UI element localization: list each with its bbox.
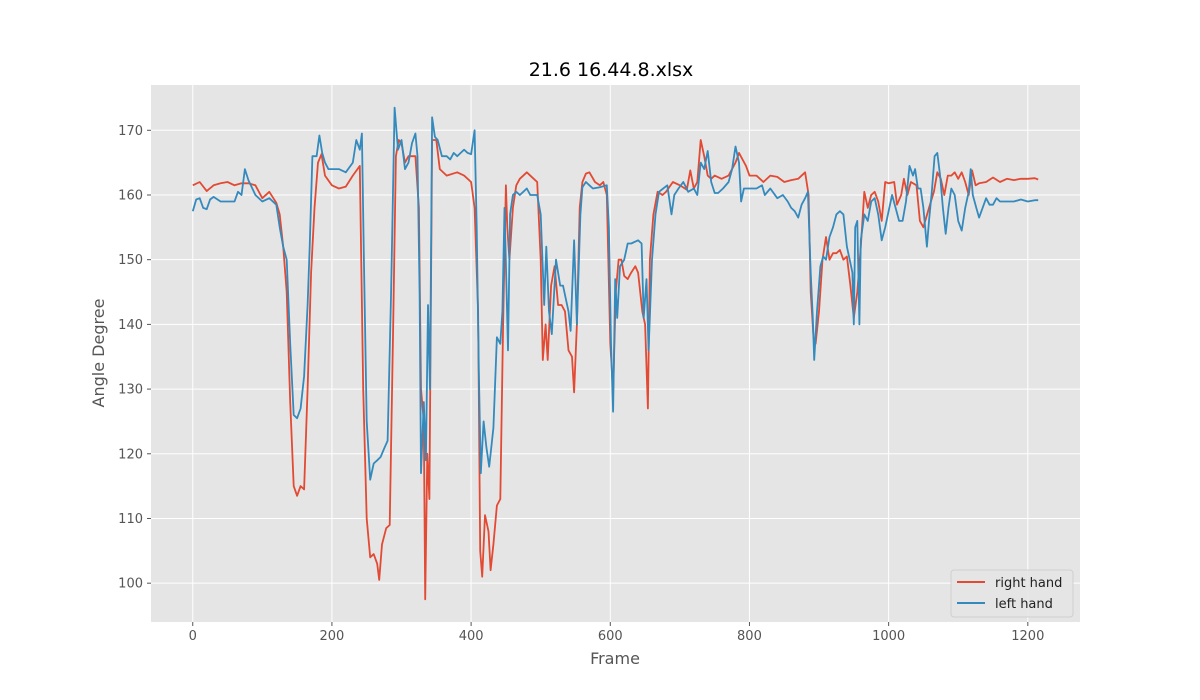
x-tick-label: 600 [598,629,623,644]
x-tick-label: 0 [189,629,197,644]
legend-label-right-hand: right hand [995,576,1062,591]
series-line-left-hand [191,106,1039,481]
y-axis-label: Angle Degree [89,299,108,408]
y-tick-label: 170 [118,124,143,139]
y-tick-label: 120 [118,447,143,462]
y-axis-ticks: 100 110 120 130 140 150 160 170 [118,124,151,592]
y-tick-label: 100 [118,577,143,592]
chart-title: 21.6 16.44.8.xlsx [529,59,694,81]
x-axis-ticks: 0 200 400 600 800 1000 1200 [189,622,1044,644]
x-tick-label: 1000 [872,629,905,644]
x-tick-label: 200 [320,629,345,644]
x-tick-label: 1200 [1011,629,1044,644]
y-tick-label: 160 [118,188,143,203]
legend-label-left-hand: left hand [995,597,1053,612]
y-tick-label: 150 [118,253,143,268]
x-tick-label: 400 [459,629,484,644]
y-tick-label: 130 [118,383,143,398]
y-tick-label: 110 [118,512,143,527]
y-tick-label: 140 [118,318,143,333]
legend: right hand left hand [950,569,1074,618]
series-layer [191,106,1039,601]
x-tick-label: 800 [737,629,762,644]
x-axis-label: Frame [590,649,640,668]
